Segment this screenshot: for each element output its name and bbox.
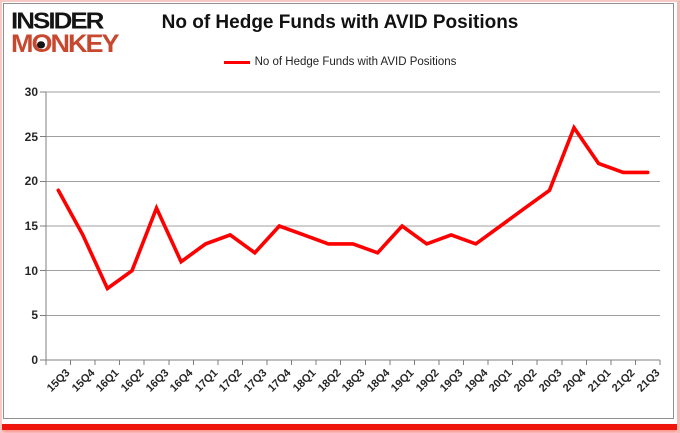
y-axis-label: 5 [31,308,38,323]
y-axis-label: 10 [24,263,38,278]
chart-legend: No of Hedge Funds with AVID Positions [0,56,680,68]
y-axis-label: 15 [24,219,38,233]
chart-border-frame [3,3,674,419]
bottom-red-bar [1,424,679,430]
logo-monkey-eye-icon: O [31,30,53,58]
logo-text-insider: INSIDER [11,7,104,34]
series-line [56,123,650,292]
legend-label: No of Hedge Funds with AVID Positions [254,56,457,68]
y-axis-label: 20 [24,174,38,189]
y-axis-label: 30 [24,85,38,99]
logo-text-monkey: MONKEY [11,30,120,58]
y-axis-label: 0 [31,353,38,367]
y-axis-label: 25 [24,129,38,144]
insider-monkey-logo: INSIDER MONKEY [11,7,120,59]
legend-line-swatch-icon [223,60,250,64]
chart-title: No of Hedge Funds with AVID Positions [161,12,519,33]
